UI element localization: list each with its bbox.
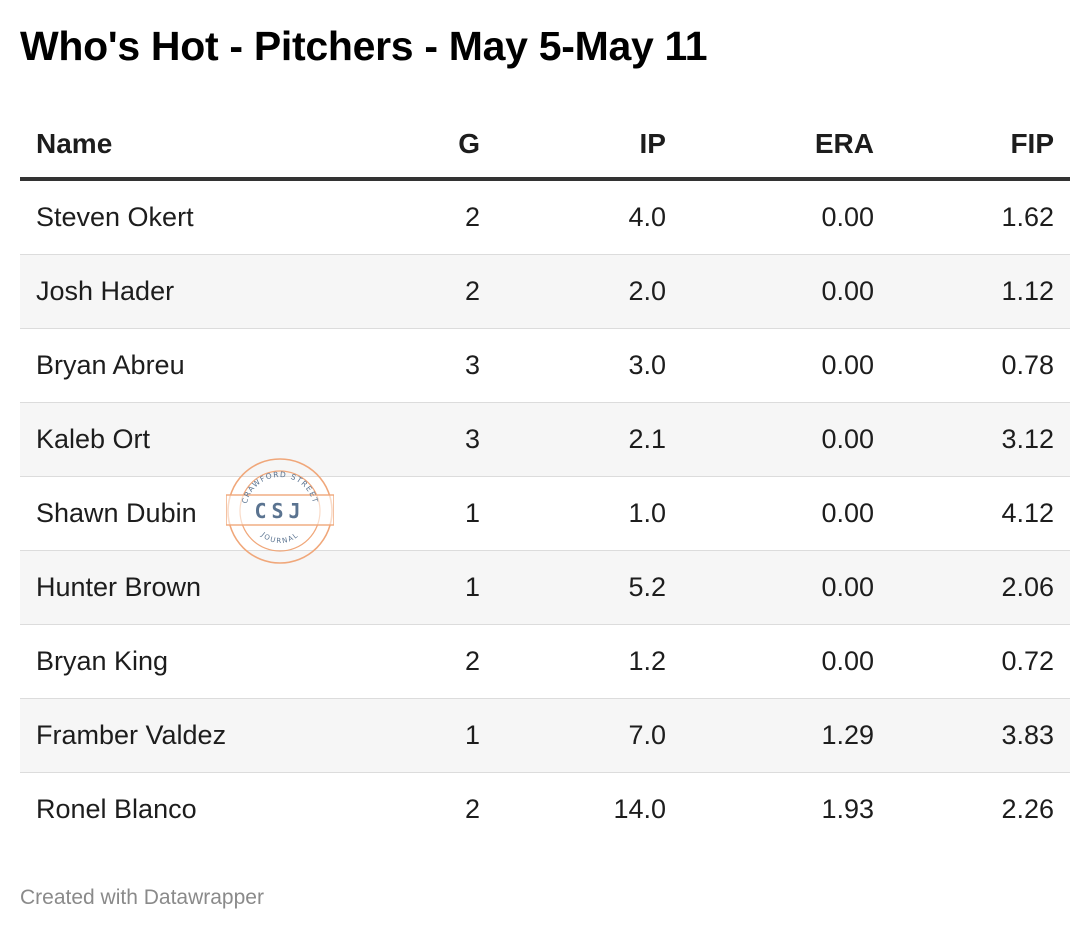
cell-games: 2 bbox=[464, 646, 480, 676]
cell-name: Kaleb Ort bbox=[36, 424, 151, 454]
cell-name: Shawn Dubin bbox=[36, 498, 197, 528]
cell-games: 2 bbox=[464, 202, 480, 232]
cell-innings-pitched: 3.0 bbox=[628, 350, 666, 380]
cell-era: 0.00 bbox=[821, 646, 874, 676]
cell-name: Bryan Abreu bbox=[36, 350, 185, 380]
column-header-era: ERA bbox=[814, 128, 874, 159]
cell-fip: 1.62 bbox=[1001, 202, 1054, 232]
table-row: Framber Valdez 1 7.0 1.29 3.83 bbox=[20, 699, 1070, 773]
cell-innings-pitched: 2.1 bbox=[628, 424, 666, 454]
cell-era: 1.29 bbox=[821, 720, 874, 750]
datawrapper-credit: Created with Datawrapper bbox=[20, 886, 264, 909]
cell-name: Bryan King bbox=[36, 646, 169, 676]
cell-games: 1 bbox=[464, 572, 480, 602]
table-row: Shawn Dubin 1 1.0 0.00 4.12 bbox=[20, 477, 1070, 551]
cell-name: Steven Okert bbox=[36, 202, 194, 232]
table-row: Hunter Brown 1 5.2 0.00 2.06 bbox=[20, 551, 1070, 625]
cell-games: 3 bbox=[464, 350, 480, 380]
cell-games: 2 bbox=[464, 794, 480, 824]
column-header-games: G bbox=[458, 128, 480, 159]
table-row: Bryan Abreu 3 3.0 0.00 0.78 bbox=[20, 329, 1070, 403]
cell-fip: 0.78 bbox=[1001, 350, 1054, 380]
pitchers-table: Name G IP ERA FIP Steven Okert 2 4.0 0.00 1.… bbox=[20, 108, 1070, 847]
table-body: Steven Okert 2 4.0 0.00 1.62 Josh Hader 2 2.0 0.… bbox=[20, 181, 1070, 847]
chart-title: Who's Hot - Pitchers - May 5-May 11 bbox=[20, 23, 708, 69]
table-row: Josh Hader 2 2.0 0.00 1.12 bbox=[20, 255, 1070, 329]
table-row: Kaleb Ort 3 2.1 0.00 3.12 bbox=[20, 403, 1070, 477]
cell-era: 0.00 bbox=[821, 498, 874, 528]
cell-fip: 2.26 bbox=[1001, 794, 1054, 824]
cell-innings-pitched: 7.0 bbox=[628, 720, 666, 750]
cell-name: Ronel Blanco bbox=[36, 794, 197, 824]
table-row: Ronel Blanco 2 14.0 1.93 2.26 bbox=[20, 773, 1070, 847]
cell-fip: 3.83 bbox=[1001, 720, 1054, 750]
cell-innings-pitched: 14.0 bbox=[613, 794, 666, 824]
cell-innings-pitched: 4.0 bbox=[628, 202, 666, 232]
cell-fip: 2.06 bbox=[1001, 572, 1054, 602]
cell-era: 0.00 bbox=[821, 350, 874, 380]
cell-games: 2 bbox=[464, 276, 480, 306]
cell-name: Hunter Brown bbox=[36, 572, 202, 602]
cell-name: Josh Hader bbox=[36, 276, 175, 306]
cell-fip: 0.72 bbox=[1001, 646, 1054, 676]
cell-games: 1 bbox=[464, 720, 480, 750]
cell-fip: 3.12 bbox=[1001, 424, 1054, 454]
cell-era: 0.00 bbox=[821, 572, 874, 602]
watermark-banner bbox=[226, 494, 334, 526]
watermark-initials: CSJ bbox=[254, 499, 305, 523]
cell-games: 1 bbox=[464, 498, 480, 528]
column-header-fip: FIP bbox=[1010, 128, 1054, 159]
cell-innings-pitched: 5.2 bbox=[628, 572, 666, 602]
watermark-bottom-text: JOURNAL bbox=[259, 530, 301, 545]
cell-name: Framber Valdez bbox=[36, 720, 227, 750]
csj-watermark-logo: CRAWFORD STREET CSJ JOURNAL bbox=[226, 458, 334, 564]
cell-fip: 4.12 bbox=[1001, 498, 1054, 528]
cell-innings-pitched: 1.2 bbox=[628, 646, 666, 676]
cell-innings-pitched: 1.0 bbox=[628, 498, 666, 528]
cell-era: 0.00 bbox=[821, 276, 874, 306]
table-row: Steven Okert 2 4.0 0.00 1.62 bbox=[20, 181, 1070, 255]
cell-era: 0.00 bbox=[821, 202, 874, 232]
column-header-innings-pitched: IP bbox=[639, 128, 666, 159]
cell-innings-pitched: 2.0 bbox=[628, 276, 666, 306]
cell-fip: 1.12 bbox=[1001, 276, 1054, 306]
table-header-row: Name G IP ERA FIP bbox=[20, 108, 1070, 181]
cell-era: 1.93 bbox=[821, 794, 874, 824]
column-header-name: Name bbox=[36, 128, 113, 159]
table-row: Bryan King 2 1.2 0.00 0.72 bbox=[20, 625, 1070, 699]
cell-era: 0.00 bbox=[821, 424, 874, 454]
cell-games: 3 bbox=[464, 424, 480, 454]
